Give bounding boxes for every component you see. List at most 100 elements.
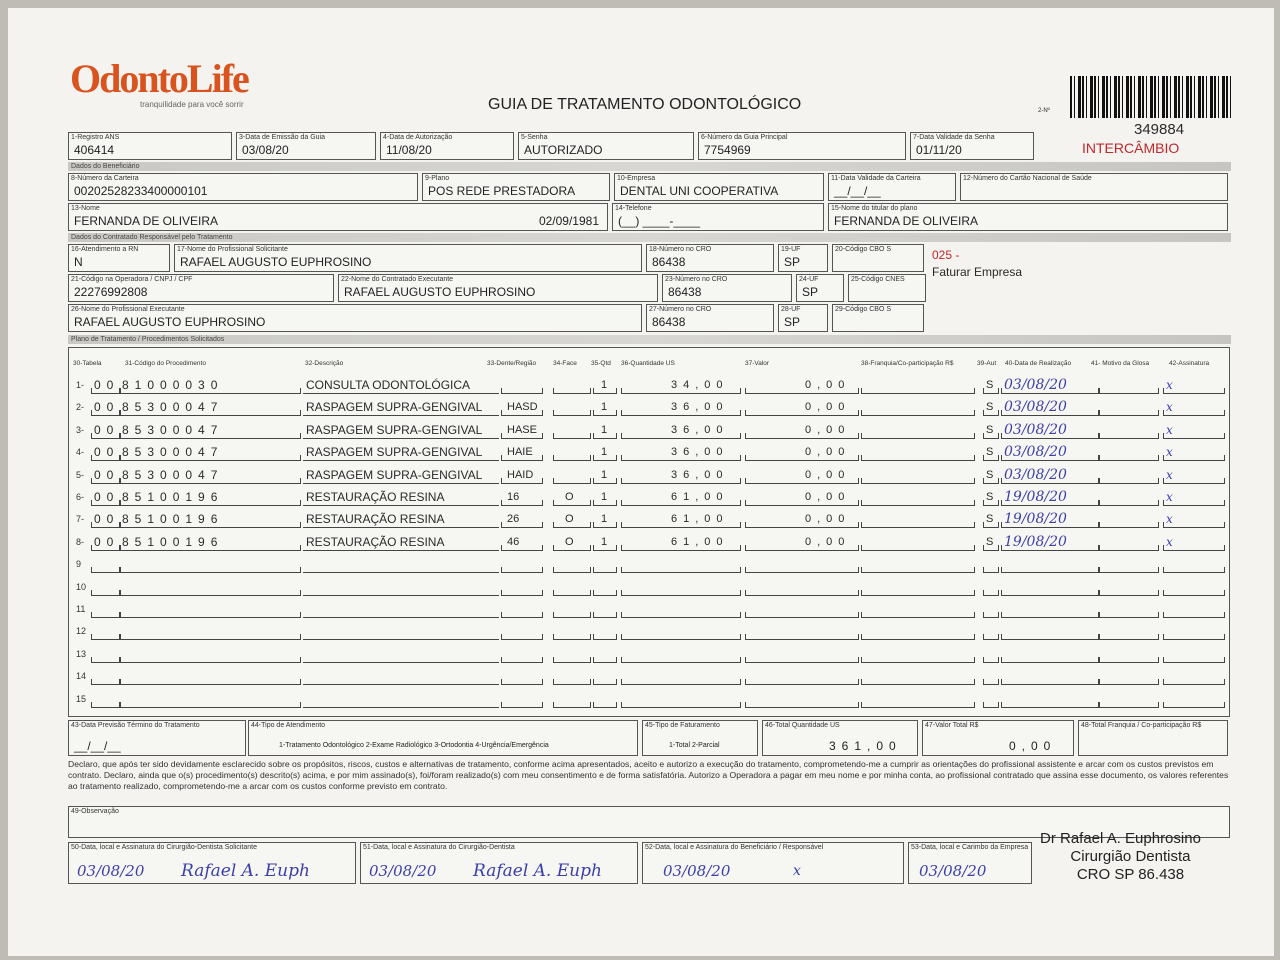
cell-assinatura[interactable]: x <box>1166 445 1173 460</box>
cell-face[interactable]: O <box>565 535 574 548</box>
cell-aut[interactable]: S <box>986 468 994 481</box>
field-uf19[interactable]: 19-UF SP <box>778 244 828 272</box>
observacao-box[interactable]: 49-Observação <box>68 806 1230 838</box>
field-carteira[interactable]: 8-Número da Carteira 00202528233400000101 <box>68 173 418 201</box>
cell-us[interactable]: 36,00 <box>671 401 729 414</box>
field-cro27[interactable]: 27-Número no CRO 86438 <box>646 304 774 332</box>
cell-valor[interactable]: 0,00 <box>805 401 851 414</box>
cell-assinatura[interactable]: x <box>1166 422 1173 437</box>
cell-dente[interactable]: HAID <box>507 468 534 481</box>
field-cbo29[interactable]: 29-Código CBO S <box>832 304 924 332</box>
field-codigo-operadora[interactable]: 21-Código na Operadora / CNPJ / CPF 22276… <box>68 274 334 302</box>
field-uf24[interactable]: 24-UF SP <box>796 274 844 302</box>
field-plano[interactable]: 9-Plano POS REDE PRESTADORA <box>422 173 610 201</box>
field-cro23[interactable]: 23-Número no CRO 86438 <box>662 274 792 302</box>
field-registro-ans[interactable]: 1-Registro ANS 406414 <box>68 132 232 160</box>
field-uf28[interactable]: 28-UF SP <box>778 304 828 332</box>
field-data-emissao[interactable]: 3-Data de Emissão da Guia 03/08/20 <box>236 132 376 160</box>
field-rn[interactable]: 16-Atendimento a RN N <box>68 244 170 272</box>
cell-valor[interactable]: 0,00 <box>805 446 851 459</box>
signature-52[interactable]: 52-Data, local e Assinatura do Beneficiá… <box>642 842 904 884</box>
cell-us[interactable]: 34,00 <box>671 379 729 391</box>
cell-descricao[interactable]: RASPAGEM SUPRA-GENGIVAL <box>306 422 483 437</box>
total-franquia-box[interactable]: 48-Total Franquia / Co-participação R$ <box>1078 720 1228 756</box>
cell-aut[interactable]: S <box>986 491 994 503</box>
field-telefone[interactable]: 14-Telefone (__) ____-____ <box>612 203 824 231</box>
field-senha[interactable]: 5-Senha AUTORIZADO <box>518 132 694 160</box>
cell-valor[interactable]: 0,00 <box>805 379 851 391</box>
cell-tabela[interactable]: 00 <box>94 400 120 415</box>
cell-codigo[interactable]: 81000030 <box>122 378 224 392</box>
field-validade-carteira[interactable]: 11-Data Validade da Carteira __/__/__ <box>828 173 956 201</box>
cell-tabela[interactable]: 00 <box>94 490 120 504</box>
cell-tabela[interactable]: 00 <box>94 422 120 437</box>
tipo-faturamento-box[interactable]: 45-Tipo de Faturamento 1-Total 2-Parcial <box>642 720 758 756</box>
field-contratado[interactable]: 22-Nome do Contratado Executante RAFAEL A… <box>338 274 658 302</box>
cell-aut[interactable]: S <box>986 535 994 548</box>
cell-assinatura[interactable]: x <box>1166 534 1173 549</box>
cell-codigo[interactable]: 85300047 <box>122 467 224 482</box>
cell-valor[interactable]: 0,00 <box>805 491 851 503</box>
cell-aut[interactable]: S <box>986 423 994 436</box>
cell-tabela[interactable]: 00 <box>94 467 120 482</box>
cell-data[interactable]: 03/08/20 <box>1004 466 1067 483</box>
cell-us[interactable]: 36,00 <box>671 423 729 436</box>
field-solicitante[interactable]: 17-Nome do Profissional Solicitante RAFAE… <box>174 244 642 272</box>
cell-data[interactable]: 03/08/20 <box>1004 421 1067 438</box>
cell-us[interactable]: 36,00 <box>671 446 729 459</box>
cell-tabela[interactable]: 00 <box>94 445 120 460</box>
field-cro18[interactable]: 18-Número no CRO 86438 <box>646 244 774 272</box>
field-guia-principal[interactable]: 6-Número da Guia Principal 7754969 <box>698 132 906 160</box>
cell-qtd[interactable]: 1 <box>601 468 608 481</box>
cell-tabela[interactable]: 00 <box>94 534 120 549</box>
cell-dente[interactable]: 46 <box>507 535 520 548</box>
cell-qtd[interactable]: 1 <box>601 423 608 436</box>
cell-codigo[interactable]: 85300047 <box>122 445 224 460</box>
cell-assinatura[interactable]: x <box>1166 490 1173 504</box>
total-us-box[interactable]: 46-Total Quantidade US 361,00 <box>762 720 918 756</box>
field-titular[interactable]: 15-Nome do titular do plano FERNANDA DE O… <box>828 203 1228 231</box>
cell-us[interactable]: 36,00 <box>671 468 729 481</box>
cell-valor[interactable]: 0,00 <box>805 513 851 526</box>
cell-face[interactable]: O <box>565 513 574 526</box>
field-executante[interactable]: 26-Nome do Profissional Executante RAFAEL… <box>68 304 642 332</box>
cell-qtd[interactable]: 1 <box>601 491 608 503</box>
cell-codigo[interactable]: 85100196 <box>122 512 224 527</box>
field-validade-senha[interactable]: 7-Data Validade da Senha 01/11/20 <box>910 132 1034 160</box>
cell-codigo[interactable]: 85300047 <box>122 400 224 415</box>
signature-50[interactable]: 50-Data, local e Assinatura do Cirurgião… <box>68 842 356 884</box>
cell-qtd[interactable]: 1 <box>601 446 608 459</box>
cell-aut[interactable]: S <box>986 446 994 459</box>
cell-valor[interactable]: 0,00 <box>805 535 851 548</box>
cell-valor[interactable]: 0,00 <box>805 468 851 481</box>
field-cartao-nacional[interactable]: 12-Número do Cartão Nacional de Saúde <box>960 173 1228 201</box>
cell-aut[interactable]: S <box>986 401 994 414</box>
cell-codigo[interactable]: 85100196 <box>122 534 224 549</box>
cell-codigo[interactable]: 85300047 <box>122 422 224 437</box>
cell-assinatura[interactable]: x <box>1166 378 1173 392</box>
cell-tabela[interactable]: 00 <box>94 512 120 527</box>
field-empresa[interactable]: 10-Empresa DENTAL UNI COOPERATIVA <box>614 173 824 201</box>
valor-total-box[interactable]: 47-Valor Total R$ 0,00 <box>922 720 1074 756</box>
cell-data[interactable]: 19/08/20 <box>1004 511 1067 528</box>
cell-data[interactable]: 03/08/20 <box>1004 399 1067 416</box>
cell-descricao[interactable]: RASPAGEM SUPRA-GENGIVAL <box>306 445 483 460</box>
cell-descricao[interactable]: RESTAURAÇÃO RESINA <box>306 512 445 527</box>
cell-data[interactable]: 19/08/20 <box>1004 489 1067 505</box>
cell-data[interactable]: 03/08/20 <box>1004 377 1067 393</box>
field-cbo20[interactable]: 20-Código CBO S <box>832 244 924 272</box>
signature-51[interactable]: 51-Data, local e Assinatura do Cirurgião… <box>360 842 638 884</box>
previsao-box[interactable]: 43-Data Previsão Término do Tratamento __… <box>68 720 246 756</box>
cell-descricao[interactable]: CONSULTA ODONTOLÓGICA <box>306 378 471 392</box>
tipo-atendimento-box[interactable]: 44-Tipo de Atendimento 1-Tratamento Odont… <box>248 720 638 756</box>
cell-dente[interactable]: 26 <box>507 513 520 526</box>
cell-aut[interactable]: S <box>986 513 994 526</box>
field-nome[interactable]: 13-Nome FERNANDA DE OLIVEIRA 02/09/1981 <box>68 203 608 231</box>
cell-face[interactable]: O <box>565 491 574 503</box>
cell-descricao[interactable]: RESTAURAÇÃO RESINA <box>306 490 445 504</box>
cell-dente[interactable]: HASE <box>507 423 537 436</box>
cell-valor[interactable]: 0,00 <box>805 423 851 436</box>
cell-descricao[interactable]: RESTAURAÇÃO RESINA <box>306 534 445 549</box>
cell-us[interactable]: 61,00 <box>671 491 729 503</box>
signature-53[interactable]: 53-Data, local e Carimbo da Empresa 03/08… <box>908 842 1032 884</box>
